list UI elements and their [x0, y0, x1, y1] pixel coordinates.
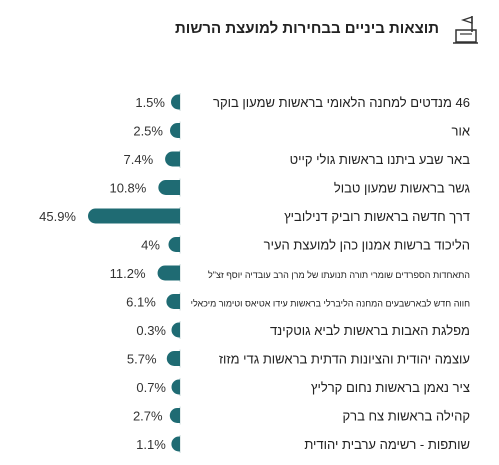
bar [165, 151, 180, 167]
bar [170, 94, 180, 110]
bar [171, 436, 180, 452]
category-label: עוצמה יהודית והציונות הדתית בראשות גדי מ… [219, 352, 470, 367]
category-label: אור [452, 124, 470, 139]
value-label: 7.4% [124, 152, 154, 167]
value-label: 1.5% [135, 95, 165, 110]
category-label: הליכוד ברשות אמנון כהן למועצת העיר [264, 238, 470, 253]
category-label: חווה חדש לבארשבעים המחנה הליברלי בראשות … [191, 299, 470, 309]
value-label: 6.1% [126, 295, 156, 310]
category-label: קהילה בראשות צח ברק [343, 409, 471, 424]
category-label: באר שבע ביתנו בראשות גולי קייט [290, 152, 471, 167]
value-label: 0.7% [136, 380, 166, 395]
bar [171, 379, 180, 395]
category-label: התאחדות הספרדים שומרי תורה תנועתו של מרן… [208, 270, 470, 280]
value-label: 10.8% [109, 181, 146, 196]
value-label: 45.9% [39, 209, 76, 224]
bar [166, 351, 180, 366]
category-label: 46 מנדטים למחנה הלאומי בראשות שמעון בוקר [213, 95, 470, 110]
value-label: 2.5% [133, 124, 163, 139]
chart-header: תוצאות ביניים בבחירות למועצת הרשות [0, 14, 499, 48]
category-label: מפלגת האבות בראשות לביא גוטקינד [270, 323, 470, 338]
bar [166, 294, 180, 309]
category-label: שותפות - רשימה ערבית יהודית [304, 437, 470, 452]
value-label: 1.1% [136, 437, 166, 452]
page-title: תוצאות ביניים בבחירות למועצת הרשות [175, 20, 439, 37]
category-label: גשר בראשות שמעון טבול [334, 181, 471, 196]
category-label: ציר נאמן בראשות נחום קרליץ [311, 380, 470, 395]
bar [168, 237, 180, 252]
ballot-box-flag-icon [451, 14, 479, 46]
bar [169, 408, 180, 423]
value-label: 4% [141, 238, 160, 253]
bar [157, 265, 180, 281]
category-label: דרך חדשה בראשות רוביק דנילוביץ [284, 209, 470, 224]
bar [88, 208, 180, 224]
bar [171, 322, 180, 338]
bar [158, 180, 180, 195]
value-label: 11.2% [110, 266, 146, 281]
bar [169, 123, 180, 138]
value-label: 2.7% [133, 409, 163, 424]
value-label: 5.7% [127, 352, 157, 367]
value-label: 0.3% [136, 323, 166, 338]
